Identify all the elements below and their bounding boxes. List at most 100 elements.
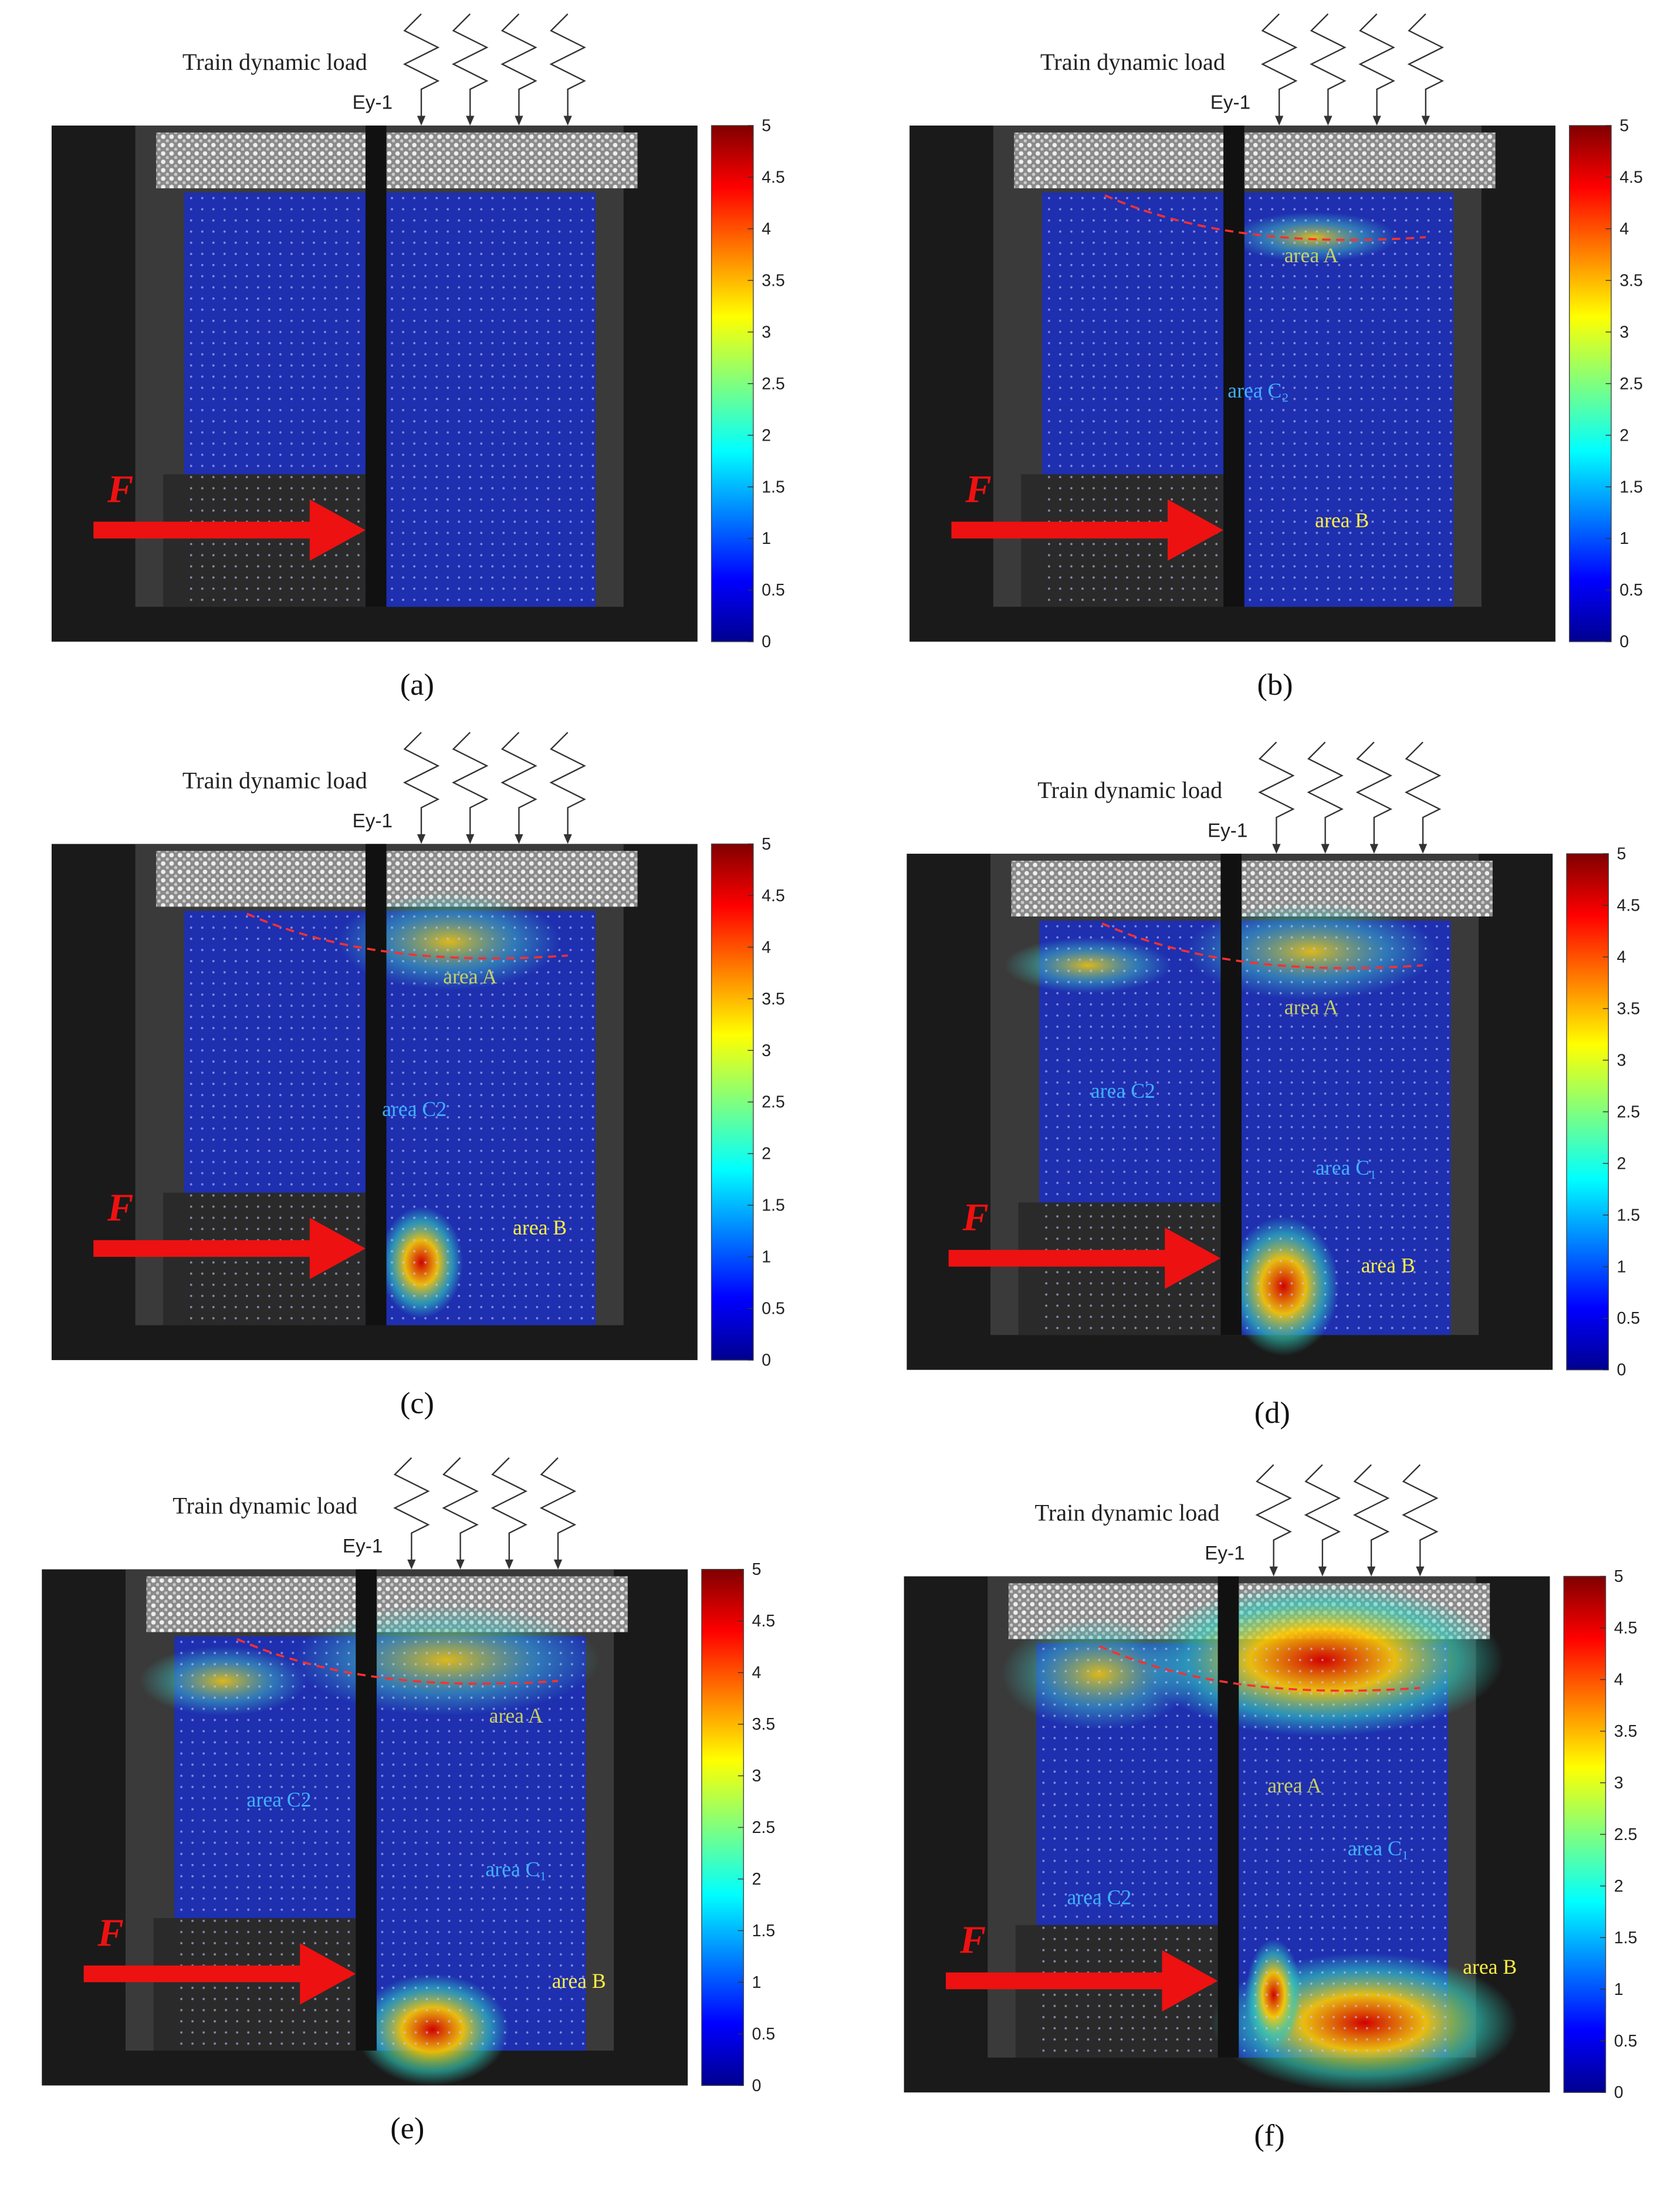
- colorbar-tick-label: 5: [762, 835, 771, 854]
- force-label: F: [97, 1912, 123, 1955]
- divider-beam: [1218, 1576, 1239, 2058]
- area-label: area B: [1463, 1955, 1517, 1978]
- colorbar-tick-label: 4: [762, 938, 771, 957]
- target-dots: [184, 192, 596, 604]
- spring: [1402, 1464, 1439, 1574]
- colorbar-tick-label: 2: [752, 1870, 761, 1889]
- colorbar-tick-label: 3: [752, 1767, 761, 1785]
- arrowhead: [1269, 1566, 1278, 1577]
- area-label: area C₂: [1227, 379, 1289, 403]
- panel-label: (e): [390, 2112, 424, 2146]
- colorbar-tick-label: 1: [762, 1248, 771, 1267]
- colorbar-tick-label: 3: [762, 323, 771, 341]
- spring: [1407, 13, 1444, 123]
- arrowhead: [456, 1560, 465, 1570]
- gauge-label: Ey-1: [1205, 1543, 1244, 1564]
- gauge-label: Ey-1: [343, 1535, 383, 1557]
- colorbar-tick-label: 4.5: [1614, 1619, 1638, 1638]
- colorbar-tick-label: 2.5: [1614, 1825, 1638, 1844]
- spring: [491, 1457, 527, 1567]
- colorbar-tick-label: 4.5: [752, 1612, 775, 1631]
- colorbar-tick-label: 1: [752, 1973, 761, 1992]
- gravel: [1011, 860, 1493, 917]
- load-label: Train dynamic load: [173, 1493, 357, 1519]
- colorbar-tick-label: 5: [762, 116, 771, 135]
- arrowhead: [515, 116, 523, 126]
- colorbar-tick-label: 2: [762, 426, 771, 445]
- divider-beam: [1223, 125, 1244, 607]
- colorbar-tick-label: 0: [752, 2076, 761, 2095]
- colorbar-tick-label: 1.5: [762, 1196, 785, 1215]
- colorbar-tick-label: 1.5: [1617, 1206, 1641, 1225]
- arrowhead: [553, 1560, 563, 1570]
- area-label: area B: [1361, 1253, 1415, 1277]
- arrowhead: [466, 834, 475, 844]
- gravel: [1014, 132, 1496, 188]
- colorbar-tick-label: 3.5: [762, 990, 785, 1009]
- gauge-label: Ey-1: [1208, 820, 1247, 841]
- colorbar-tick-label: 3: [762, 1041, 771, 1060]
- arrowhead: [1272, 844, 1281, 854]
- panel-label: (a): [400, 668, 434, 702]
- divider-beam: [356, 1569, 377, 2051]
- colorbar-tick-label: 2: [1619, 426, 1629, 445]
- colorbar-tick-label: 5: [1617, 845, 1626, 864]
- colorbar-tick-label: 5: [1614, 1567, 1624, 1586]
- area-label: area C2: [382, 1097, 447, 1121]
- area-label: area B: [513, 1216, 567, 1239]
- spring: [1355, 741, 1393, 851]
- load-label: Train dynamic load: [182, 49, 367, 75]
- colorbar-tick-label: 4.5: [762, 887, 785, 905]
- colorbar-tick-label: 0.5: [1617, 1309, 1641, 1328]
- divider-beam: [365, 125, 387, 607]
- colorbar-tick-label: 1: [1614, 1980, 1624, 1999]
- colorbar-tick-label: 0: [1619, 633, 1629, 651]
- arrowhead: [563, 116, 572, 126]
- spring: [393, 1457, 430, 1567]
- arrowhead: [1372, 116, 1381, 126]
- colorbar-tick-label: 2.5: [762, 1093, 785, 1112]
- spring: [442, 1457, 479, 1567]
- colorbar-tick-label: 3: [1614, 1774, 1624, 1792]
- arrowhead: [515, 834, 523, 844]
- arrowhead: [466, 116, 475, 126]
- colorbar-tick-label: 2.5: [762, 374, 785, 393]
- area-label: area A: [1267, 1774, 1321, 1797]
- colorbar-tick-label: 0.5: [752, 2025, 775, 2044]
- force-label: F: [107, 1186, 133, 1229]
- colorbar-tick-label: 0.5: [1614, 2032, 1638, 2051]
- colorbar: [711, 125, 754, 642]
- colorbar-tick-label: 1: [1617, 1257, 1626, 1276]
- spring: [1404, 741, 1442, 851]
- spring: [452, 13, 489, 123]
- arrowhead: [1421, 116, 1430, 126]
- gravel: [156, 132, 638, 188]
- spring: [403, 13, 440, 123]
- area-label: area A: [1284, 243, 1338, 267]
- colorbar-tick-label: 2.5: [1617, 1102, 1641, 1121]
- colorbar: [711, 843, 754, 1361]
- colorbar-tick-label: 2.5: [1619, 374, 1643, 393]
- area-label: area C2: [1091, 1079, 1155, 1102]
- panel-label: (f): [1254, 2119, 1284, 2153]
- colorbar-tick-label: 3: [1617, 1051, 1626, 1070]
- colorbar-tick-label: 0: [1617, 1361, 1626, 1379]
- colorbar-tick-label: 4: [1617, 948, 1626, 966]
- panel-label: (d): [1254, 1396, 1290, 1430]
- spring: [1358, 13, 1395, 123]
- spring: [452, 732, 489, 841]
- arrowhead: [1324, 116, 1333, 126]
- colorbar-tick-label: 1.5: [762, 478, 785, 496]
- gravel: [156, 851, 638, 907]
- force-arrow: [93, 1217, 366, 1280]
- colorbar: [1563, 1575, 1607, 2093]
- force-label: F: [959, 1919, 986, 1961]
- force-arrow: [945, 1950, 1218, 2012]
- arrowhead: [1416, 1566, 1425, 1577]
- area-label: area C2: [1067, 1885, 1132, 1909]
- area-label: area C2: [247, 1788, 312, 1811]
